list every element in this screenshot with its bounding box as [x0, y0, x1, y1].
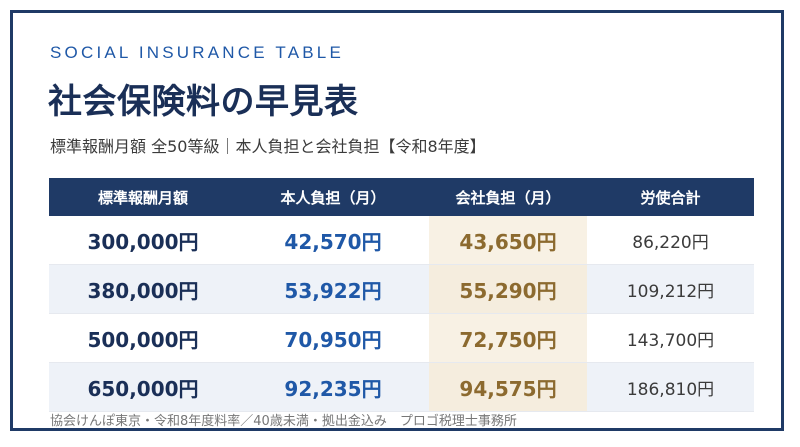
total-cell: 186,810円	[626, 379, 715, 400]
page-title: 社会保険料の早見表	[48, 82, 359, 122]
total-cell: 109,212円	[626, 281, 715, 302]
company-burden-cell: 43,650円	[429, 216, 587, 264]
salary-cell: 650,000円	[87, 376, 199, 401]
total-cell: 143,700円	[626, 330, 715, 351]
table-row: 500,000円 70,950円 72,750円 143,700円	[49, 314, 754, 363]
salary-cell: 300,000円	[87, 229, 199, 254]
total-cell: 86,220円	[632, 232, 709, 253]
page-subtitle: 標準報酬月額 全50等級｜本人負担と会社負担【令和8年度】	[50, 137, 486, 156]
column-header-salary: 標準報酬月額	[97, 188, 188, 207]
company-burden-cell: 72,750円	[429, 314, 587, 362]
employee-burden-cell: 92,235円	[284, 376, 382, 401]
column-header-total: 労使合計	[640, 188, 701, 207]
table-row: 380,000円 53,922円 55,290円 109,212円	[49, 265, 754, 314]
footer-note: 協会けんぽ東京・令和8年度料率／40歳未満・拠出金込み プロゴ税理士事務所	[50, 414, 517, 429]
table-row: 300,000円 42,570円 43,650円 86,220円	[49, 216, 754, 265]
insurance-table: 標準報酬月額 本人負担（月） 会社負担（月） 労使合計 300,000円 42,…	[49, 178, 754, 412]
company-burden-cell: 94,575円	[429, 363, 587, 411]
company-burden-cell: 55,290円	[429, 265, 587, 313]
card-frame: SOCIAL INSURANCE TABLE 社会保険料の早見表 標準報酬月額 …	[10, 10, 784, 431]
eyebrow-label: SOCIAL INSURANCE TABLE	[50, 43, 344, 62]
employee-burden-cell: 42,570円	[284, 229, 382, 254]
salary-cell: 380,000円	[87, 278, 199, 303]
employee-burden-cell: 70,950円	[284, 327, 382, 352]
column-header-company: 会社負担（月）	[455, 188, 561, 207]
salary-cell: 500,000円	[87, 327, 199, 352]
table-header-row: 標準報酬月額 本人負担（月） 会社負担（月） 労使合計	[49, 178, 754, 216]
table-row: 650,000円 92,235円 94,575円 186,810円	[49, 363, 754, 412]
column-header-employee: 本人負担（月）	[280, 188, 386, 207]
employee-burden-cell: 53,922円	[284, 278, 382, 303]
